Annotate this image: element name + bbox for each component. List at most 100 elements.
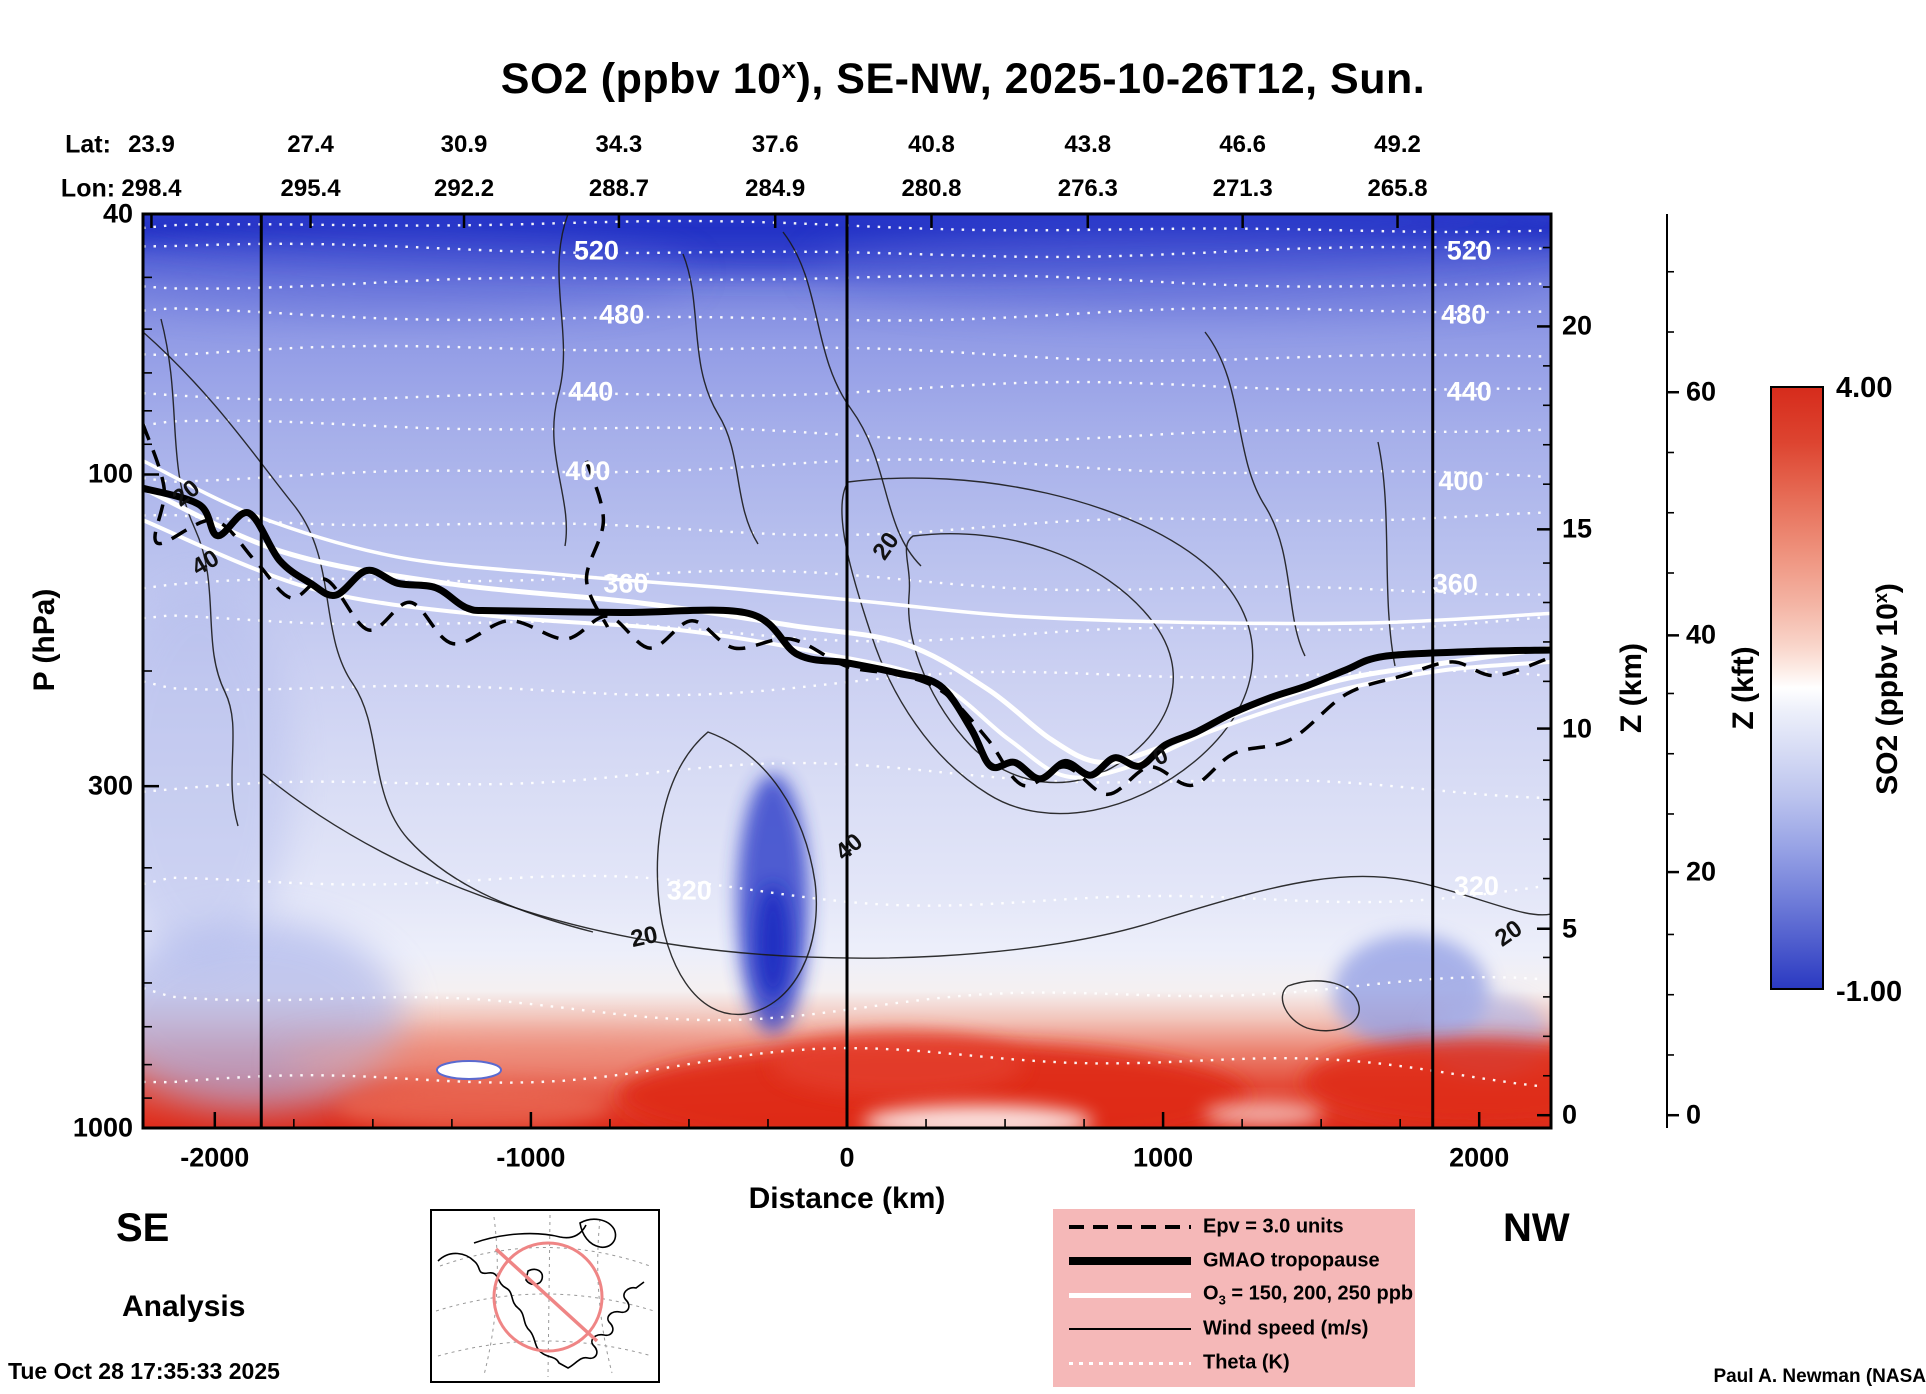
map-coastline: [437, 1218, 645, 1369]
pressure-tick-label: 100: [87, 458, 133, 489]
zkm-axis-label: Z (km): [1615, 643, 1648, 733]
map-inset: [430, 1209, 660, 1383]
legend-label-ozone-subscript: 3: [1218, 1292, 1226, 1308]
chart-title-text: SO2 (ppbv 10: [500, 55, 782, 103]
timestamp: Tue Oct 28 17:35:33 2025: [8, 1358, 280, 1384]
legend-label-ozone-suffix: = 150, 200, 250 ppb: [1225, 1282, 1414, 1305]
legend-label-wind: Wind speed (m/s): [1203, 1317, 1369, 1340]
lat-tick-label: 40.8: [908, 131, 955, 158]
distance-tick-label: 1000: [1133, 1142, 1194, 1173]
lon-tick-label: 280.8: [901, 175, 962, 202]
colorbar-title-text: SO2 (ppbv 10: [1871, 603, 1904, 795]
legend-label-theta: Theta (K): [1203, 1351, 1290, 1374]
analysis-label: Analysis: [122, 1290, 246, 1323]
theta-contour-label: 480: [1441, 300, 1486, 330]
legend-label-ozone-prefix: O: [1203, 1282, 1219, 1305]
lon-tick-label: 298.4: [121, 175, 182, 202]
theta-contour-label: 520: [1447, 236, 1492, 266]
credit: Paul A. Newman (NASA: [1713, 1366, 1926, 1387]
map-inset-canvas: [435, 1214, 655, 1378]
lon-tick-label: 288.7: [588, 175, 649, 202]
colorbar-min-label: -1.00: [1836, 976, 1903, 1008]
vertical-reference-lines: [259, 214, 1435, 1128]
colorbar-title: SO2 (ppbv 10x): [1862, 524, 1904, 854]
lat-tick-label: 43.8: [1064, 131, 1112, 158]
zkft-tick-label: 0: [1686, 1099, 1702, 1130]
legend: Epv = 3.0 units GMAO tropopause O3 = 150…: [1053, 1209, 1415, 1387]
theta-contour-label: 360: [603, 568, 648, 598]
zkft-axis-label: Z (kft): [1727, 646, 1760, 730]
zkft-tick-label: 60: [1686, 376, 1717, 407]
low-so2-pocket: [436, 1060, 502, 1080]
zkm-tick-label: 20: [1562, 310, 1593, 341]
lat-tick-label: 49.2: [1374, 131, 1421, 158]
legend-dashed-line-sample: [1069, 1225, 1191, 1229]
pressure-tick-label: 1000: [72, 1112, 133, 1143]
pressure-tick-label: 40: [102, 198, 133, 229]
lon-tick-label: 292.2: [433, 175, 495, 202]
theta-contours: [143, 219, 1544, 1088]
theta-contour-label: 400: [1438, 466, 1483, 496]
legend-white-line-sample: [1069, 1292, 1191, 1298]
theta-contour-label: 360: [1433, 568, 1478, 598]
colorbar: [1770, 386, 1824, 990]
zkft-tick-label: 40: [1686, 619, 1717, 650]
map-transect-line: [494, 1247, 599, 1343]
colorbar-title-suffix: ): [1871, 583, 1904, 594]
lat-tick-label: 23.9: [128, 131, 175, 158]
colorbar-title-superscript: x: [1871, 593, 1891, 604]
chart-title-suffix: ), SE-NW, 2025-10-26T12, Sun.: [796, 55, 1426, 103]
corner-label-nw: NW: [1503, 1206, 1570, 1250]
tropopause-line: [143, 484, 1551, 783]
zkm-tick-label: 10: [1562, 713, 1593, 744]
theta-contour-label: 480: [599, 300, 644, 330]
pressure-tick-label: 300: [87, 770, 133, 801]
lon-tick-label: 295.4: [280, 175, 341, 202]
zkm-tick-label: 15: [1562, 513, 1593, 544]
zkft-axis: [1664, 214, 1708, 1128]
legend-thin-line-sample: [1069, 1328, 1191, 1330]
zkft-tick-label: 20: [1686, 856, 1717, 887]
legend-label-epv: Epv = 3.0 units: [1203, 1215, 1344, 1238]
theta-contour-label: 400: [565, 456, 610, 486]
distance-tick-label: 2000: [1449, 1142, 1510, 1173]
zkm-tick-label: 0: [1562, 1099, 1578, 1130]
lat-tick-label: 34.3: [595, 131, 643, 158]
legend-dotted-line-sample: [1069, 1361, 1191, 1365]
legend-thick-line-sample: [1069, 1257, 1191, 1265]
lat-tick-label: 27.4: [287, 131, 334, 158]
corner-label-se: SE: [116, 1206, 170, 1250]
lat-tick-label: 46.6: [1219, 131, 1266, 158]
zkft-axis-canvas: [1666, 214, 1679, 1128]
theta-contour-label: 320: [667, 875, 712, 905]
lon-axis-prefix: Lon:: [60, 174, 116, 203]
cross-section-plot: 520 520 480 480 440 440 400 400 360 360 320 320 20 40…: [141, 212, 1553, 1130]
distance-tick-label: -2000: [180, 1142, 250, 1173]
distance-tick-label: 0: [839, 1142, 855, 1173]
lon-tick-label: 271.3: [1212, 175, 1273, 202]
zkm-tick-label: 5: [1562, 913, 1578, 944]
wind-contour-label: 20: [628, 921, 660, 953]
theta-contour-label: 320: [1454, 871, 1499, 901]
pressure-axis-label: P (hPa): [28, 588, 61, 692]
legend-label-ozone: O3 = 150, 200, 250 ppb: [1203, 1283, 1413, 1308]
lon-tick-label: 265.8: [1367, 175, 1428, 202]
theta-contour-label: 520: [574, 236, 619, 266]
lon-tick-label: 284.9: [745, 175, 806, 202]
theta-contour-label: 440: [568, 376, 613, 406]
legend-label-tropopause: GMAO tropopause: [1203, 1249, 1380, 1272]
epv-contour: [143, 423, 1551, 797]
distance-axis-label: Distance (km): [748, 1182, 946, 1215]
theta-contour-label: 440: [1447, 376, 1492, 406]
distance-tick-label: -1000: [496, 1142, 566, 1173]
lat-axis-prefix: Lat:: [65, 130, 111, 159]
ozone-contours: [143, 459, 1551, 780]
lat-tick-label: 30.9: [440, 131, 488, 158]
chart-title-superscript: x: [781, 54, 797, 84]
colorbar-max-label: 4.00: [1836, 372, 1893, 404]
lon-tick-label: 276.3: [1057, 175, 1118, 202]
